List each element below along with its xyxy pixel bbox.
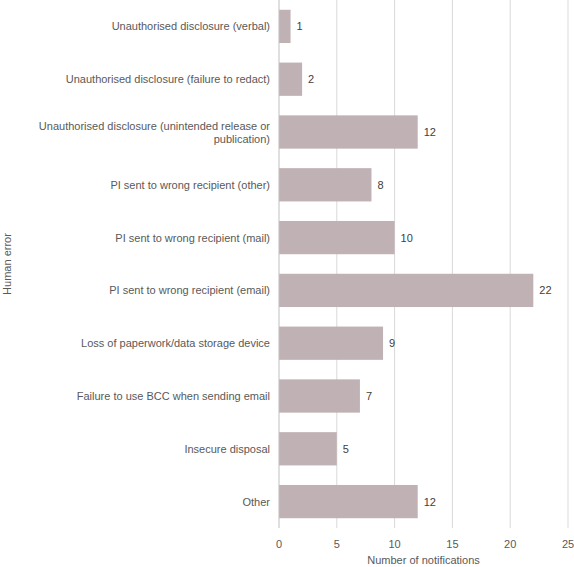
bar (279, 221, 395, 254)
label-line: PI sent to wrong recipient (other) (110, 179, 270, 191)
data-label: 8 (377, 179, 383, 191)
data-label: 12 (424, 496, 436, 508)
data-label: 9 (389, 337, 395, 349)
tick-label: 20 (504, 538, 516, 550)
label-line: Unauthorised disclosure (unintended rele… (39, 120, 270, 132)
label-line: publication) (214, 133, 270, 145)
data-label: 7 (366, 390, 372, 402)
category-label: Insecure disposal (184, 443, 270, 455)
grid-line (510, 0, 511, 528)
bar (279, 327, 383, 360)
data-labels: 12128102297512 (297, 20, 552, 507)
data-label: 10 (401, 232, 413, 244)
axis-line (279, 0, 280, 528)
category-label: Failure to use BCC when sending email (77, 390, 270, 402)
data-label: 2 (308, 73, 314, 85)
label-line: Other (242, 496, 270, 508)
label-line: Loss of paperwork/data storage device (81, 337, 270, 349)
tick-label: 5 (334, 538, 340, 550)
tick-label: 15 (446, 538, 458, 550)
tick-label: 25 (562, 538, 574, 550)
bar (279, 432, 337, 465)
bar (279, 63, 302, 96)
tick-label: 10 (388, 538, 400, 550)
data-label: 5 (343, 443, 349, 455)
label-line: PI sent to wrong recipient (email) (109, 284, 270, 296)
category-label: Unauthorised disclosure (unintended rele… (39, 120, 270, 145)
bar (279, 379, 360, 412)
grid-line (394, 0, 395, 528)
bar (279, 168, 371, 201)
category-label: Loss of paperwork/data storage device (81, 337, 270, 349)
category-label: Unauthorised disclosure (failure to reda… (66, 73, 270, 85)
category-label: PI sent to wrong recipient (other) (110, 179, 270, 191)
label-line: PI sent to wrong recipient (mail) (115, 232, 270, 244)
category-label: Other (242, 496, 270, 508)
x-axis-title: Number of notifications (367, 554, 480, 566)
tick-label: 0 (276, 538, 282, 550)
label-line: Unauthorised disclosure (failure to reda… (66, 73, 270, 85)
category-label: PI sent to wrong recipient (email) (109, 284, 270, 296)
grid-line (568, 0, 569, 528)
chart: 051015202512128102297512Unauthorised dis… (0, 0, 574, 567)
bar (279, 115, 418, 148)
label-line: Unauthorised disclosure (verbal) (112, 20, 270, 32)
label-line: Insecure disposal (184, 443, 270, 455)
category-label: PI sent to wrong recipient (mail) (115, 232, 270, 244)
label-line: Failure to use BCC when sending email (77, 390, 270, 402)
y-axis-title: Human error (1, 233, 13, 295)
data-label: 1 (297, 20, 303, 32)
bar (279, 10, 291, 43)
bar (279, 485, 418, 518)
bars (279, 10, 533, 518)
category-label: Unauthorised disclosure (verbal) (112, 20, 270, 32)
bar (279, 274, 533, 307)
data-label: 12 (424, 126, 436, 138)
data-label: 22 (539, 284, 551, 296)
grid-line (452, 0, 453, 528)
